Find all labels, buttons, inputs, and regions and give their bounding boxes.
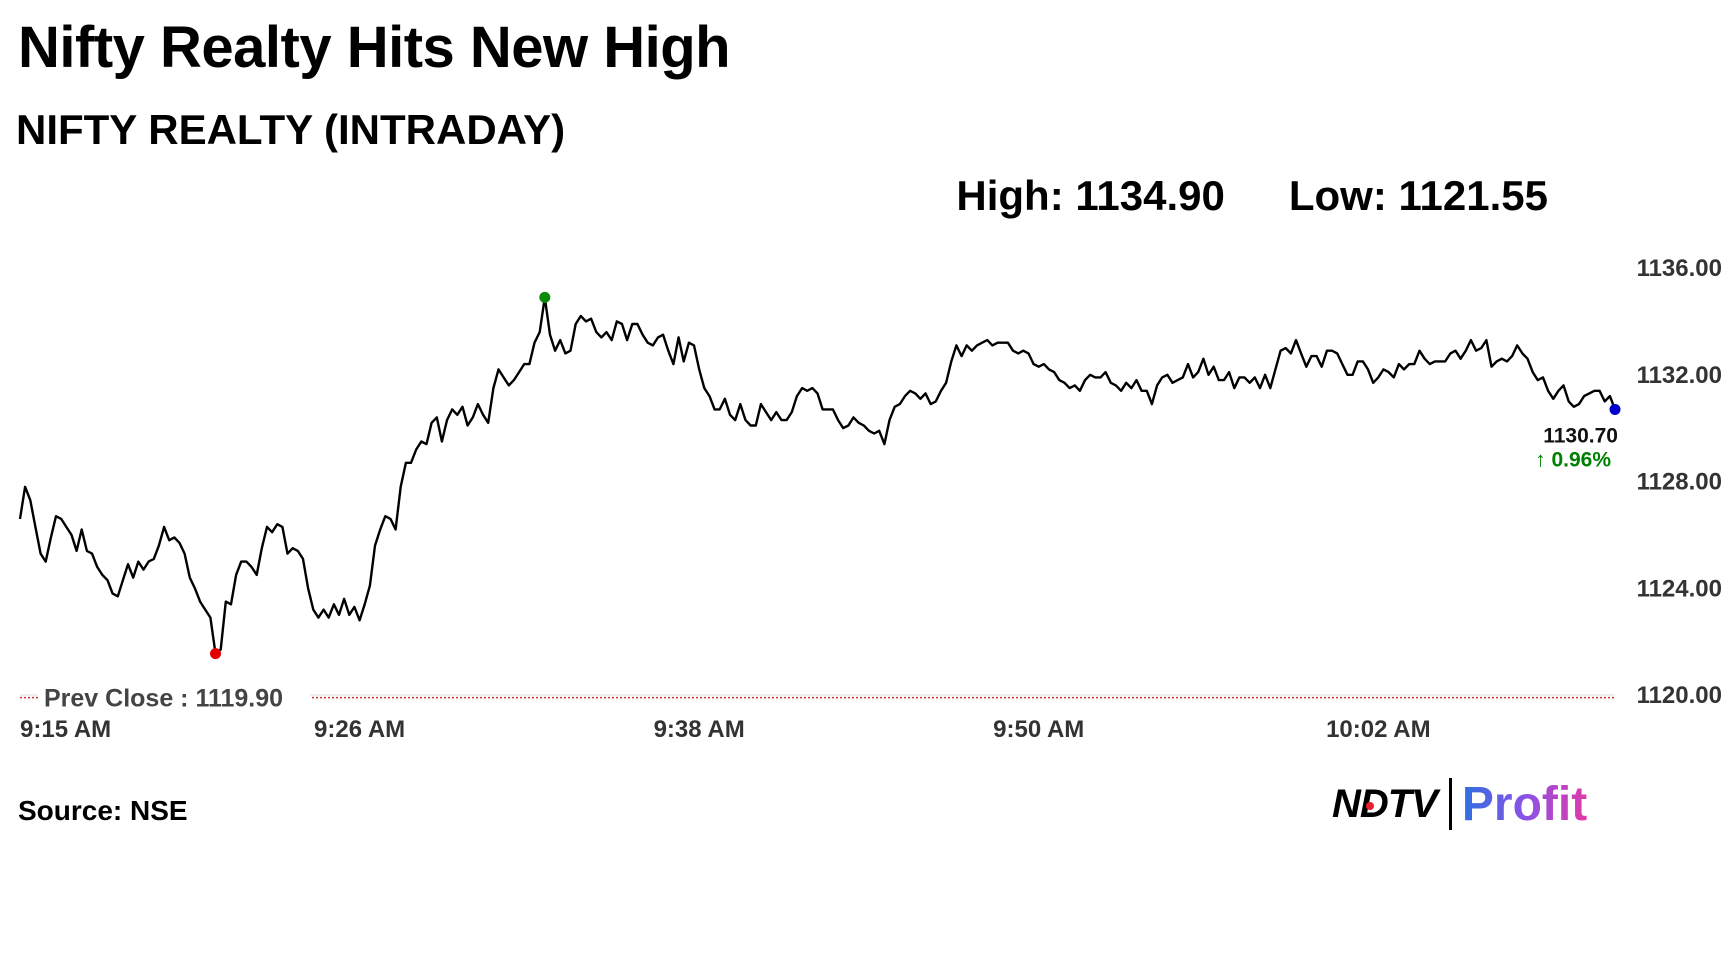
high-value: High: 1134.90 — [956, 172, 1225, 219]
logo-divider — [1448, 778, 1452, 830]
y-axis: 1136.00 1132.00 1128.00 1124.00 1120.00 — [1637, 255, 1722, 709]
x-tick-label: 9:50 AM — [993, 716, 1084, 743]
percent-change-label: ↑ 0.96% — [1535, 448, 1611, 471]
ndtv-profit-logo: NDTV Profit — [1332, 776, 1587, 832]
intraday-line-chart: 1136.00 1132.00 1128.00 1124.00 1120.00 9:15… — [18, 255, 1722, 743]
low-point-marker — [210, 648, 222, 660]
source-note: Source: NSE — [18, 795, 188, 826]
price-series-line — [18, 296, 1617, 655]
x-tick-label: 9:26 AM — [314, 716, 405, 743]
y-tick-label: 1120.00 — [1637, 682, 1722, 709]
last-point-marker — [1609, 403, 1621, 415]
prev-close-label-bg — [38, 683, 310, 712]
x-tick-label: 10:02 AM — [1326, 716, 1430, 743]
high-low-summary: High: 1134.90 Low: 1121.55 — [956, 172, 1548, 220]
logo-profit-wordmark: Profit — [1461, 777, 1588, 831]
high-point-marker — [539, 291, 551, 303]
low-value: Low: 1121.55 — [1288, 172, 1548, 219]
logo-ndtv-wordmark: NDTV — [1332, 781, 1438, 826]
prev-close-label: Prev Close : 1119.90 — [44, 685, 283, 713]
headline: Nifty Realty Hits New High — [18, 15, 731, 80]
y-tick-label: 1124.00 — [1637, 575, 1722, 602]
y-tick-label: 1132.00 — [1637, 362, 1722, 389]
chart-subtitle: NIFTY REALTY (INTRADAY) — [16, 106, 566, 153]
x-tick-label: 9:15 AM — [20, 716, 111, 743]
x-tick-label: 9:38 AM — [654, 716, 745, 743]
y-tick-label: 1128.00 — [1637, 469, 1722, 496]
y-tick-label: 1136.00 — [1637, 255, 1722, 282]
x-axis: 9:15 AM 9:26 AM 9:38 AM 9:50 AM 10:02 AM — [20, 694, 1615, 743]
last-price-label: 1130.70 — [1543, 424, 1618, 447]
